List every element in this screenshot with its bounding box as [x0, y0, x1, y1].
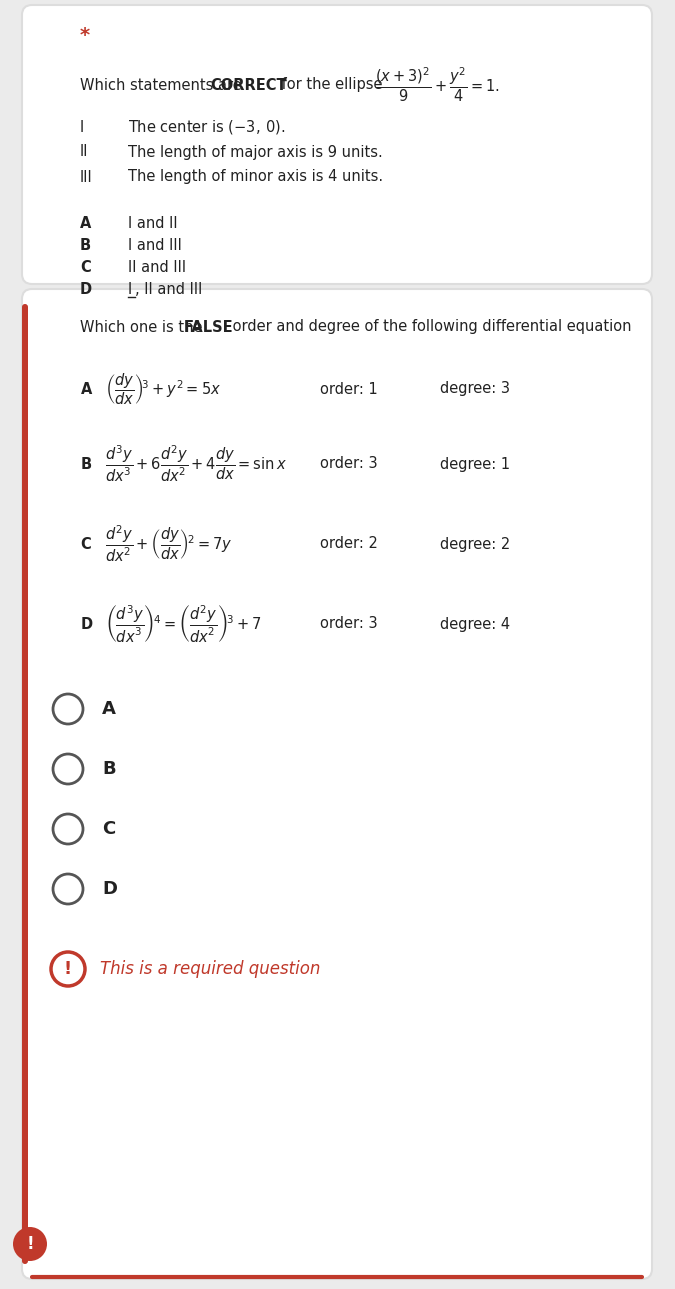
Text: II and III: II and III: [128, 259, 186, 275]
Text: The center is $(-3,\,0)$.: The center is $(-3,\,0)$.: [128, 119, 285, 137]
Text: D: D: [102, 880, 117, 898]
Text: I and III: I and III: [128, 237, 182, 253]
Text: order: 3: order: 3: [320, 456, 377, 472]
Text: FALSE: FALSE: [184, 320, 234, 335]
FancyBboxPatch shape: [22, 5, 652, 284]
Text: C: C: [102, 820, 115, 838]
Text: order: 1: order: 1: [320, 382, 378, 397]
Text: Which statements are: Which statements are: [80, 77, 246, 93]
Text: $\dfrac{d^3y}{dx^3}+6\dfrac{d^2y}{dx^2}+4\dfrac{dy}{dx}=\sin x$: $\dfrac{d^3y}{dx^3}+6\dfrac{d^2y}{dx^2}+…: [105, 443, 287, 485]
Text: $\dfrac{(x+3)^2}{9}+\dfrac{y^2}{4}=1.$: $\dfrac{(x+3)^2}{9}+\dfrac{y^2}{4}=1.$: [375, 66, 500, 104]
Text: degree: 1: degree: 1: [440, 456, 510, 472]
Text: The length of minor axis is 4 units.: The length of minor axis is 4 units.: [128, 169, 383, 184]
Text: II: II: [80, 144, 88, 160]
Text: $\mathbf{A}$: $\mathbf{A}$: [80, 382, 93, 397]
Text: order: 3: order: 3: [320, 616, 377, 632]
Text: The length of major axis is 9 units.: The length of major axis is 9 units.: [128, 144, 383, 160]
Text: $\left(\dfrac{dy}{dx}\right)^{\!3}+y^2=5x$: $\left(\dfrac{dy}{dx}\right)^{\!3}+y^2=5…: [105, 371, 221, 407]
Circle shape: [13, 1227, 47, 1261]
FancyBboxPatch shape: [22, 304, 28, 1265]
Text: B: B: [102, 761, 115, 779]
Text: $\dfrac{d^2y}{dx^2}+\left(\dfrac{dy}{dx}\right)^{\!2}=7y$: $\dfrac{d^2y}{dx^2}+\left(\dfrac{dy}{dx}…: [105, 523, 233, 565]
Text: A: A: [102, 700, 116, 718]
Text: !: !: [64, 960, 72, 978]
Text: D: D: [80, 281, 92, 296]
Text: I: I: [80, 120, 84, 134]
Text: $\left(\dfrac{d^3y}{dx^3}\right)^{\!4}=\left(\dfrac{d^2y}{dx^2}\right)^{\!3}+7$: $\left(\dfrac{d^3y}{dx^3}\right)^{\!4}=\…: [105, 603, 262, 644]
Text: I and II: I and II: [128, 215, 178, 231]
Text: order and degree of the following differential equation: order and degree of the following differ…: [228, 320, 632, 335]
Text: I: I: [128, 281, 132, 296]
Text: III: III: [80, 169, 92, 184]
Text: CORRECT: CORRECT: [210, 77, 287, 93]
Text: B: B: [80, 237, 91, 253]
Text: $\mathbf{B}$: $\mathbf{B}$: [80, 456, 92, 472]
Text: This is a required question: This is a required question: [100, 960, 321, 978]
Text: $\mathbf{C}$: $\mathbf{C}$: [80, 536, 92, 552]
Text: for the ellipse: for the ellipse: [277, 77, 387, 93]
Text: A: A: [80, 215, 91, 231]
Text: C: C: [80, 259, 90, 275]
Text: $\mathbf{D}$: $\mathbf{D}$: [80, 616, 93, 632]
Text: degree: 2: degree: 2: [440, 536, 510, 552]
Text: , II and III: , II and III: [135, 281, 202, 296]
Text: degree: 3: degree: 3: [440, 382, 510, 397]
Text: order: 2: order: 2: [320, 536, 378, 552]
Text: *: *: [80, 26, 90, 45]
Text: Which one is the: Which one is the: [80, 320, 207, 335]
Text: degree: 4: degree: 4: [440, 616, 510, 632]
FancyBboxPatch shape: [22, 289, 652, 1279]
Text: !: !: [26, 1235, 34, 1253]
